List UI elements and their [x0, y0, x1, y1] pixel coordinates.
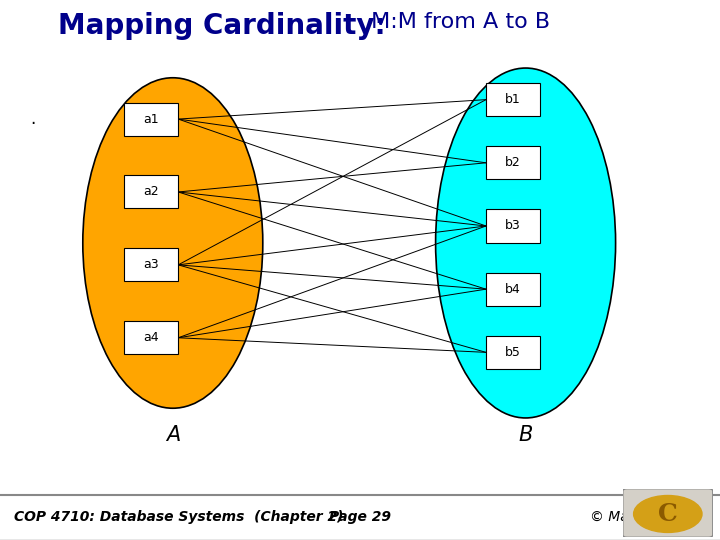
- Ellipse shape: [83, 78, 263, 408]
- FancyBboxPatch shape: [486, 146, 540, 179]
- Text: a3: a3: [143, 258, 159, 272]
- FancyBboxPatch shape: [623, 489, 713, 537]
- Text: Page 29: Page 29: [329, 510, 391, 524]
- Text: B: B: [518, 425, 533, 445]
- Text: b3: b3: [505, 219, 521, 233]
- Text: b4: b4: [505, 282, 521, 296]
- Circle shape: [634, 496, 702, 532]
- Text: a4: a4: [143, 331, 159, 345]
- FancyBboxPatch shape: [486, 83, 540, 116]
- Text: .: .: [30, 110, 35, 128]
- FancyBboxPatch shape: [124, 321, 179, 354]
- Text: b1: b1: [505, 93, 521, 106]
- Text: C: C: [658, 502, 678, 526]
- Text: © Mark Llewellyn: © Mark Llewellyn: [590, 510, 712, 524]
- FancyBboxPatch shape: [124, 103, 179, 136]
- Text: a2: a2: [143, 185, 159, 199]
- Text: COP 4710: Database Systems  (Chapter 2): COP 4710: Database Systems (Chapter 2): [14, 510, 344, 524]
- Text: A: A: [166, 425, 180, 445]
- Text: M:M from A to B: M:M from A to B: [364, 12, 550, 32]
- FancyBboxPatch shape: [486, 210, 540, 242]
- FancyBboxPatch shape: [486, 273, 540, 306]
- FancyBboxPatch shape: [486, 336, 540, 369]
- FancyBboxPatch shape: [124, 248, 179, 281]
- Text: b5: b5: [505, 346, 521, 359]
- Text: Mapping Cardinality:: Mapping Cardinality:: [58, 12, 385, 40]
- Text: b2: b2: [505, 156, 521, 170]
- Ellipse shape: [436, 68, 616, 418]
- FancyBboxPatch shape: [124, 176, 179, 208]
- Text: a1: a1: [143, 112, 159, 126]
